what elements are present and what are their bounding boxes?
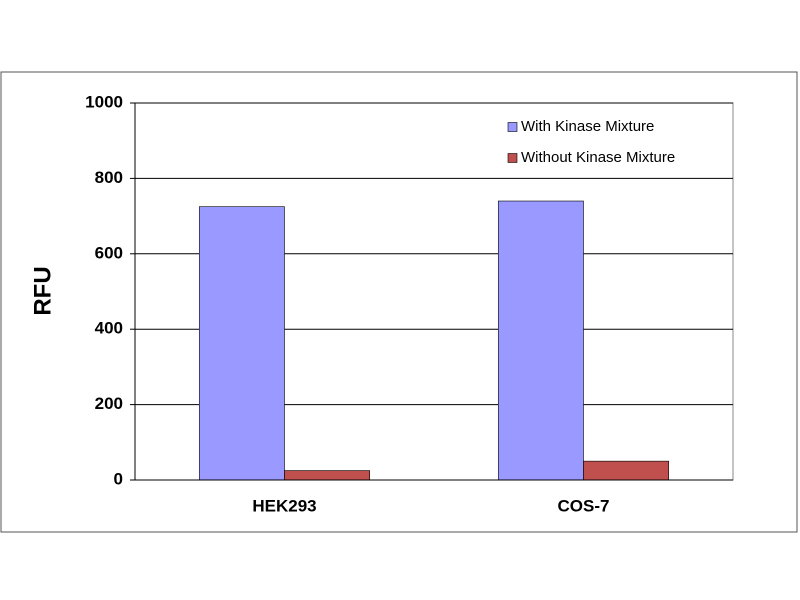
bar	[583, 460, 670, 481]
y-tick-label: 0	[114, 469, 123, 488]
legend-label: Without Kinase Mixture	[521, 149, 675, 166]
y-tick-label: 200	[95, 394, 123, 413]
y-tick-label: 1000	[85, 92, 123, 111]
y-axis-label: RFU	[29, 266, 56, 315]
x-tick-label: COS-7	[558, 496, 610, 515]
legend-swatch	[507, 122, 518, 132]
legend-swatch	[507, 153, 518, 163]
bar	[284, 470, 371, 481]
y-tick-label: 800	[95, 168, 123, 187]
bar	[497, 200, 584, 481]
y-tick-label: 400	[95, 319, 123, 338]
x-tick-label: HEK293	[252, 496, 316, 515]
y-tick-label: 600	[95, 243, 123, 262]
bar	[198, 206, 285, 481]
legend-label: With Kinase Mixture	[521, 118, 654, 135]
